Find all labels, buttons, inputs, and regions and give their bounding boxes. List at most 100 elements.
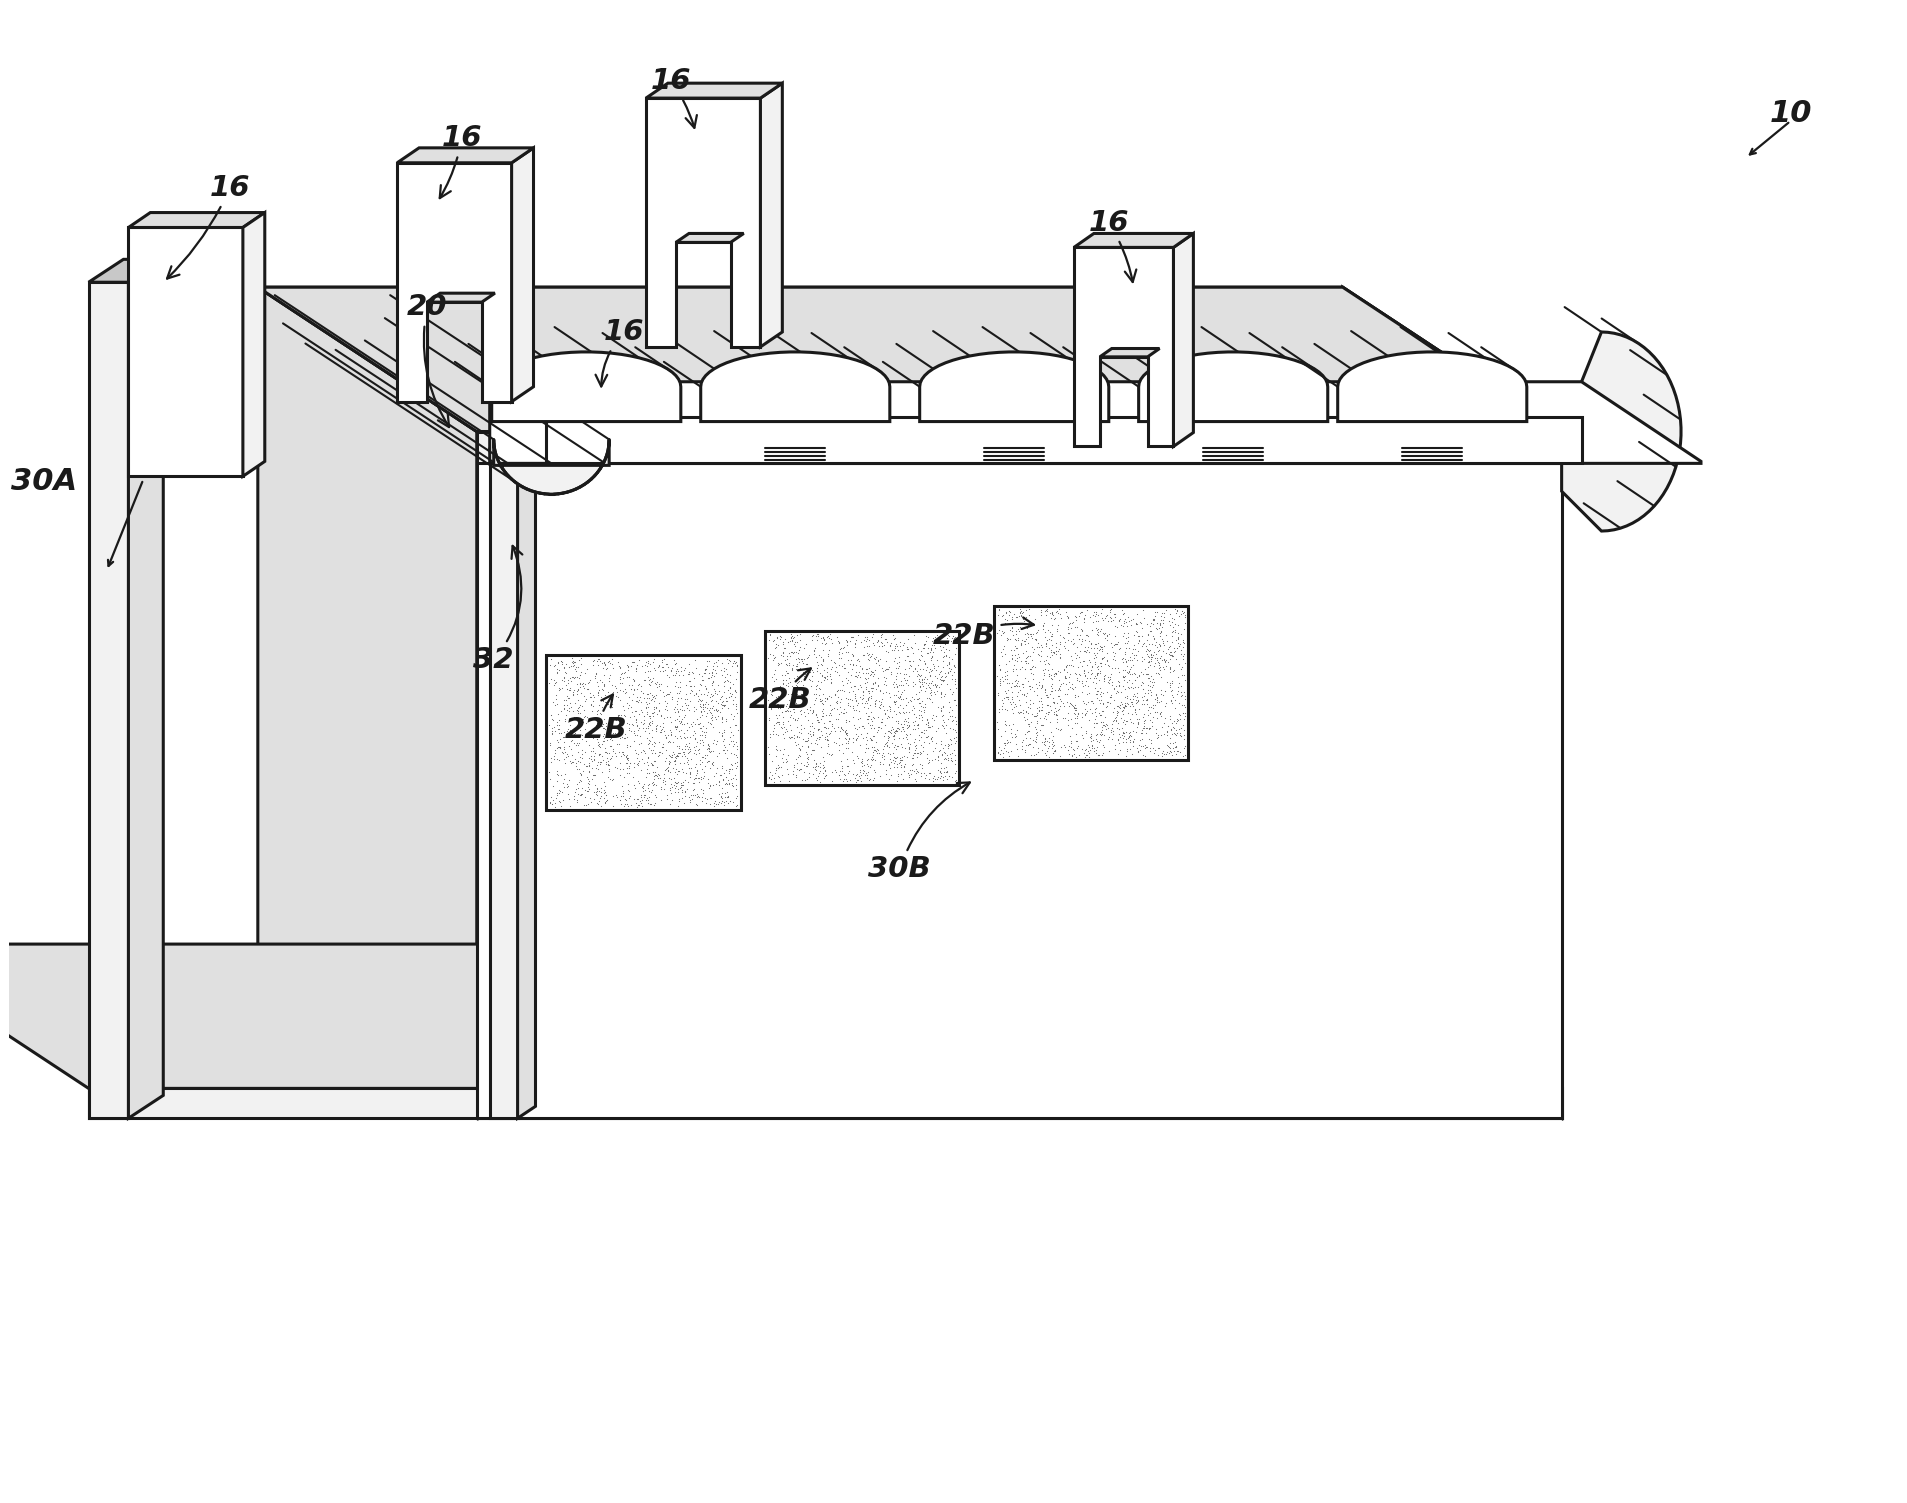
Point — [715, 752, 746, 776]
Point — [1158, 643, 1188, 667]
Point — [589, 791, 620, 815]
Point — [761, 691, 791, 715]
Point — [1066, 726, 1097, 750]
Point — [639, 646, 669, 670]
Point — [1053, 621, 1083, 645]
Point — [1169, 723, 1200, 747]
Point — [553, 699, 584, 723]
Point — [837, 657, 868, 681]
Point — [801, 657, 831, 681]
Point — [564, 663, 595, 687]
Point — [1087, 691, 1118, 715]
Point — [860, 630, 891, 654]
Point — [816, 670, 847, 694]
Point — [608, 765, 639, 789]
Point — [877, 639, 908, 663]
Point — [772, 630, 803, 654]
Point — [557, 666, 587, 690]
Point — [854, 727, 885, 752]
Point — [1053, 738, 1083, 762]
Point — [854, 645, 885, 669]
Point — [877, 627, 908, 651]
Point — [778, 654, 809, 678]
Point — [1081, 657, 1112, 681]
Point — [1003, 688, 1034, 712]
Point — [625, 795, 656, 819]
Point — [612, 742, 643, 767]
Polygon shape — [490, 463, 517, 1118]
Point — [858, 767, 889, 791]
Point — [765, 755, 795, 779]
Point — [1108, 684, 1138, 708]
Point — [1154, 660, 1184, 684]
Point — [675, 747, 706, 771]
Point — [591, 739, 622, 764]
Point — [902, 652, 933, 676]
Point — [650, 773, 681, 797]
Point — [612, 733, 643, 758]
Point — [923, 738, 954, 762]
Point — [753, 765, 784, 789]
Point — [814, 709, 845, 733]
Point — [852, 711, 883, 735]
Point — [788, 673, 818, 697]
Point — [826, 715, 856, 739]
Point — [1030, 700, 1060, 724]
Point — [1015, 732, 1045, 756]
Point — [797, 658, 828, 682]
Point — [563, 700, 593, 724]
Point — [810, 741, 841, 765]
Point — [931, 637, 961, 661]
Point — [772, 688, 803, 712]
Point — [755, 694, 786, 718]
Point — [809, 633, 839, 657]
Point — [1167, 601, 1198, 625]
Point — [707, 679, 738, 703]
Point — [564, 750, 595, 774]
Point — [543, 736, 574, 761]
Point — [776, 718, 807, 742]
Point — [1009, 682, 1039, 706]
Point — [660, 663, 690, 687]
Point — [673, 765, 704, 789]
Point — [687, 777, 717, 801]
Point — [793, 645, 824, 669]
Point — [917, 690, 948, 714]
Point — [622, 747, 652, 771]
Point — [639, 783, 669, 807]
Point — [761, 703, 791, 727]
Point — [910, 633, 940, 657]
Point — [933, 624, 963, 648]
Point — [1098, 676, 1129, 700]
Point — [667, 663, 698, 687]
Point — [797, 756, 828, 780]
Point — [667, 708, 698, 732]
Point — [1102, 699, 1133, 723]
Point — [858, 735, 889, 759]
Point — [1085, 682, 1116, 706]
Point — [1028, 612, 1058, 636]
Point — [702, 648, 732, 672]
Point — [563, 748, 593, 773]
Point — [925, 634, 955, 658]
Point — [1140, 685, 1171, 709]
Point — [1022, 636, 1053, 660]
Point — [856, 727, 887, 752]
Point — [881, 715, 912, 739]
Point — [826, 755, 856, 779]
Point — [913, 687, 944, 711]
Point — [875, 764, 906, 788]
Point — [624, 732, 654, 756]
Point — [1045, 630, 1076, 654]
Point — [871, 630, 902, 654]
Point — [603, 649, 633, 673]
Point — [784, 726, 814, 750]
Point — [870, 702, 900, 726]
Point — [578, 693, 608, 717]
Point — [820, 690, 851, 714]
Point — [1161, 600, 1192, 624]
Point — [551, 724, 582, 748]
Point — [822, 691, 852, 715]
Point — [809, 627, 839, 651]
Point — [1066, 631, 1097, 655]
